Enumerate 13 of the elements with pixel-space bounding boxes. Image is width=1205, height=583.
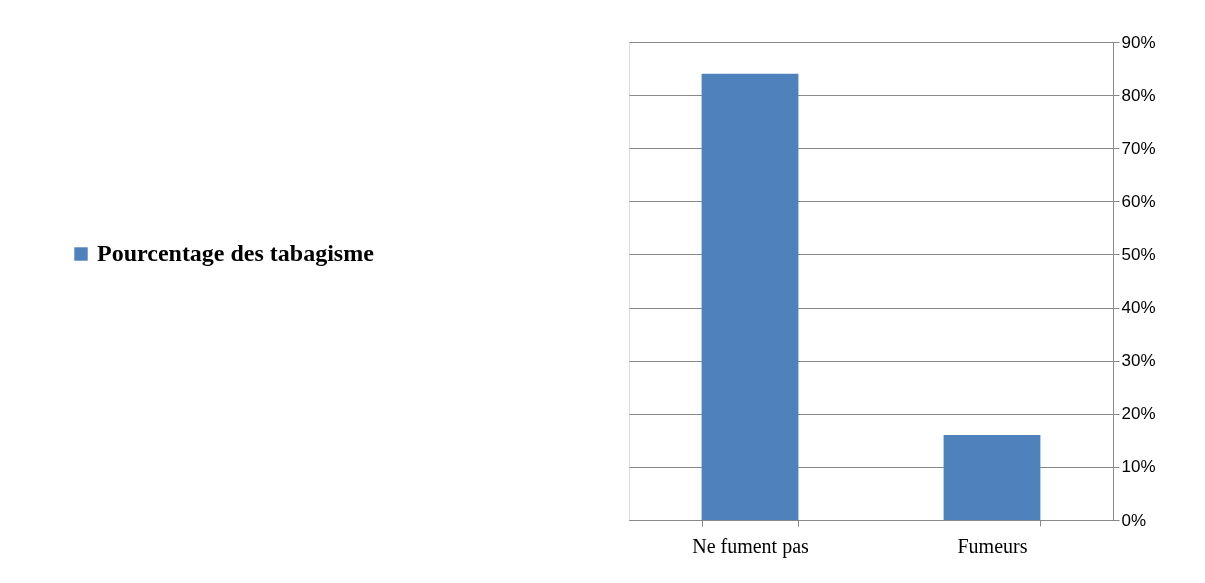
legend-label: Pourcentage des tabagisme <box>97 240 375 266</box>
y-tick-label: 10% <box>1121 457 1156 477</box>
x-tick-label: Fumeurs <box>957 534 1028 557</box>
y-tick-label: 60% <box>1121 191 1156 211</box>
y-tick-label: 80% <box>1121 85 1156 105</box>
y-tick-label: 40% <box>1121 298 1156 318</box>
y-tick-label: 20% <box>1121 404 1156 424</box>
y-tick-label: 0% <box>1121 510 1147 530</box>
y-tick-label: 50% <box>1121 244 1156 264</box>
y-tick-label: 90% <box>1121 32 1156 52</box>
y-tick-label: 70% <box>1121 138 1156 158</box>
y-tick-label: 30% <box>1121 351 1156 371</box>
x-tick-label: Ne fument pas <box>692 534 810 558</box>
